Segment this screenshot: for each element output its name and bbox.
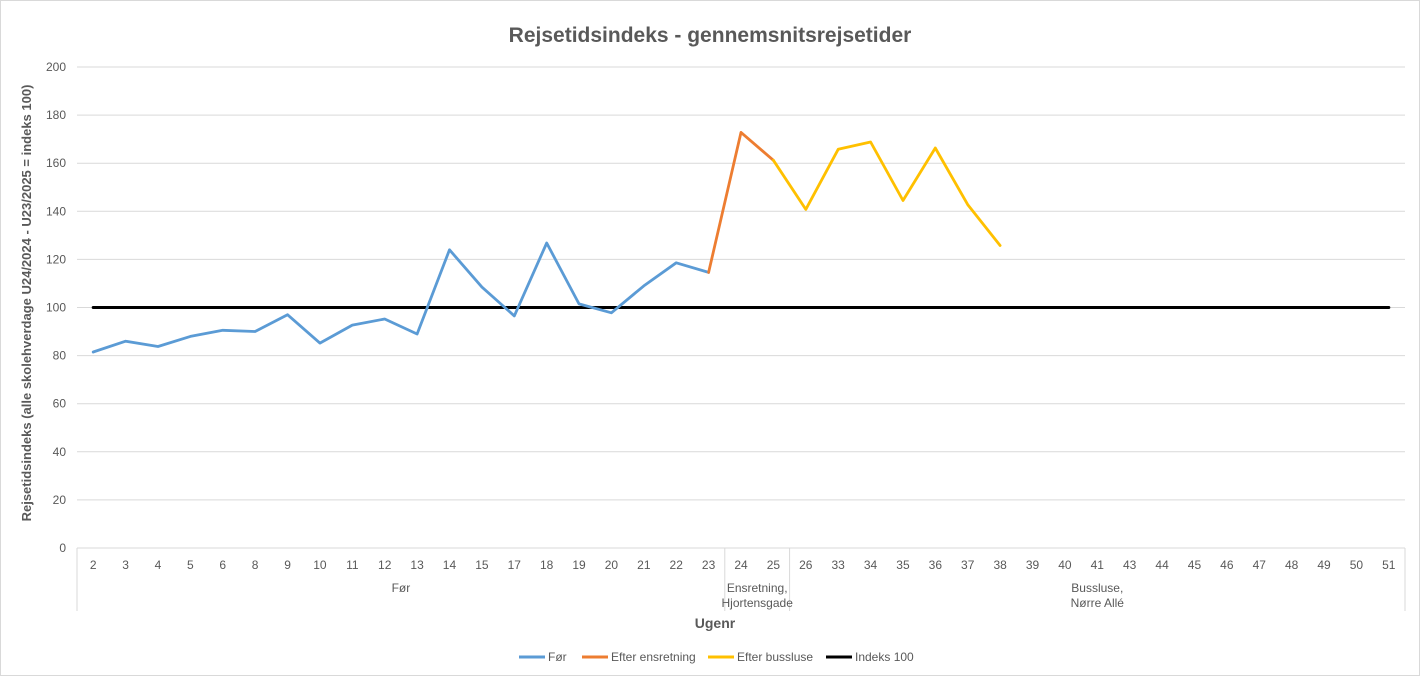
x-tick-label: 45 bbox=[1188, 558, 1202, 572]
x-tick-label: 5 bbox=[187, 558, 194, 572]
x-tick-label: 10 bbox=[313, 558, 327, 572]
x-tick-label: 12 bbox=[378, 558, 392, 572]
y-axis-title: Rejsetidsindeks (alle skolehverdage U24/… bbox=[19, 85, 34, 522]
x-tick-label: 11 bbox=[346, 558, 359, 572]
x-tick-label: 23 bbox=[702, 558, 716, 572]
x-tick-label: 47 bbox=[1253, 558, 1267, 572]
legend-label: Indeks 100 bbox=[855, 650, 914, 664]
y-tick-label: 140 bbox=[46, 204, 66, 218]
x-tick-label: 40 bbox=[1058, 558, 1072, 572]
x-tick-label: 37 bbox=[961, 558, 975, 572]
series-lines bbox=[91, 131, 1391, 354]
x-tick-label: 44 bbox=[1155, 558, 1169, 572]
series-line-2 bbox=[772, 140, 1002, 247]
y-tick-label: 60 bbox=[53, 397, 67, 411]
x-tick-label: 18 bbox=[540, 558, 554, 572]
x-tick-label: 35 bbox=[896, 558, 910, 572]
y-tick-label: 160 bbox=[46, 156, 66, 170]
group-label: Ensretning, Hjortensgade bbox=[721, 581, 793, 610]
x-tick-label: 8 bbox=[252, 558, 259, 572]
x-tick-label: 20 bbox=[605, 558, 619, 572]
group-label: Før bbox=[392, 581, 411, 595]
y-tick-labels: 0 20 40 60 80 100 120 140 160 180 200 bbox=[46, 60, 66, 555]
x-tick-label: 4 bbox=[155, 558, 162, 572]
series-line-0 bbox=[91, 241, 710, 354]
chart-title: Rejsetidsindeks - gennemsnitsrejsetider bbox=[509, 24, 912, 47]
x-axis-groups: Før Ensretning, Hjortensgade Bussluse, Nørre… bbox=[76, 548, 1406, 611]
legend-label: Efter bussluse bbox=[737, 650, 813, 664]
x-tick-label: 21 bbox=[637, 558, 651, 572]
y-tick-label: 80 bbox=[53, 349, 67, 363]
x-tick-label: 34 bbox=[864, 558, 878, 572]
x-tick-label: 41 bbox=[1091, 558, 1105, 572]
x-tick-label: 19 bbox=[572, 558, 586, 572]
x-tick-label: 50 bbox=[1350, 558, 1364, 572]
series-line-1 bbox=[707, 131, 775, 274]
x-tick-label: 46 bbox=[1220, 558, 1234, 572]
x-tick-label: 14 bbox=[443, 558, 457, 572]
x-tick-label: 33 bbox=[831, 558, 845, 572]
y-tick-label: 0 bbox=[59, 541, 66, 555]
y-tick-label: 200 bbox=[46, 60, 66, 74]
x-tick-label: 36 bbox=[929, 558, 943, 572]
x-tick-label: 38 bbox=[993, 558, 1007, 572]
x-tick-label: 17 bbox=[508, 558, 522, 572]
legend-label: Før bbox=[548, 650, 567, 664]
x-axis: 2 3 4 5 6 8 9 10 11 12 13 14 15 17 18 19 20 21 22 23 24 25 26 3… bbox=[77, 547, 1405, 572]
x-tick-label: 39 bbox=[1026, 558, 1040, 572]
group-label: Bussluse, Nørre Allé bbox=[1071, 581, 1125, 610]
legend-label: Efter ensretning bbox=[611, 650, 696, 664]
x-tick-label: 6 bbox=[219, 558, 226, 572]
x-tick-label: 13 bbox=[410, 558, 424, 572]
x-tick-label: 51 bbox=[1382, 558, 1396, 572]
legend: Før Efter ensretning Efter bussluse Indeks … bbox=[519, 650, 914, 664]
x-tick-label: 22 bbox=[670, 558, 684, 572]
x-tick-label: 48 bbox=[1285, 558, 1299, 572]
x-tick-label: 25 bbox=[767, 558, 781, 572]
x-axis-title: Ugenr bbox=[695, 615, 736, 631]
x-tick-label: 2 bbox=[90, 558, 97, 572]
x-tick-label: 9 bbox=[284, 558, 291, 572]
x-tick-label: 43 bbox=[1123, 558, 1137, 572]
y-tick-label: 40 bbox=[53, 445, 67, 459]
x-tick-label: 26 bbox=[799, 558, 813, 572]
y-tick-label: 180 bbox=[46, 108, 66, 122]
x-tick-label: 24 bbox=[734, 558, 748, 572]
y-tick-label: 120 bbox=[46, 252, 66, 266]
x-tick-label: 49 bbox=[1317, 558, 1331, 572]
x-tick-label: 3 bbox=[122, 558, 129, 572]
x-tick-label: 15 bbox=[475, 558, 489, 572]
y-tick-label: 20 bbox=[53, 493, 67, 507]
y-tick-label: 100 bbox=[46, 301, 66, 315]
